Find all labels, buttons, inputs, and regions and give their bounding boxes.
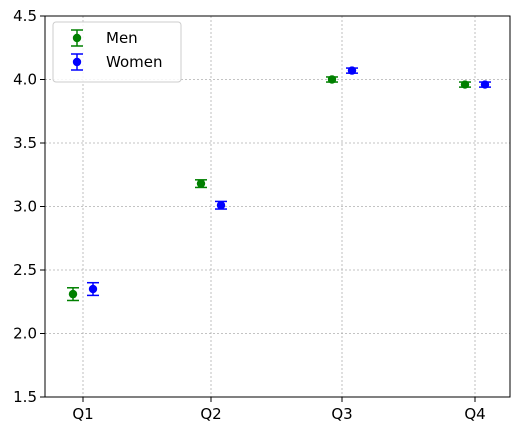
women-point-q3 (347, 66, 357, 75)
legend: Men Women (52, 21, 182, 83)
legend-men-label: Men (106, 29, 138, 47)
y-tick-label: 1.5 (13, 388, 37, 406)
x-tick-label-q2: Q2 (200, 405, 221, 423)
legend-men-marker (72, 33, 82, 43)
y-tick-label: 2.0 (13, 325, 37, 343)
men-point-q1 (68, 289, 78, 299)
women-point-q2 (216, 201, 226, 210)
x-tick-label-q4: Q4 (464, 405, 485, 423)
y-tick-label: 4.5 (13, 7, 37, 25)
men-point-q4 (460, 80, 470, 89)
data-marks (67, 66, 491, 302)
x-tick-label-q3: Q3 (331, 405, 352, 423)
legend-box (52, 21, 182, 83)
grid-lines (45, 16, 510, 397)
y-tick-label: 3.5 (13, 134, 37, 152)
men-point-q2 (196, 179, 206, 188)
women-point-q4 (480, 80, 490, 89)
legend-women-label: Women (106, 53, 162, 71)
men-point-q3 (327, 75, 337, 84)
y-tick-label: 2.5 (13, 261, 37, 279)
legend-women-marker (72, 57, 82, 67)
women-point-q1 (88, 284, 98, 294)
x-tick-label-q1: Q1 (72, 405, 93, 423)
axes: 1.5 2.0 2.5 3.0 3.5 4.0 4.5 Q1 Q2 Q3 Q4 (13, 7, 486, 423)
y-tick-label: 4.0 (13, 71, 37, 89)
y-tick-label: 3.0 (13, 198, 37, 216)
